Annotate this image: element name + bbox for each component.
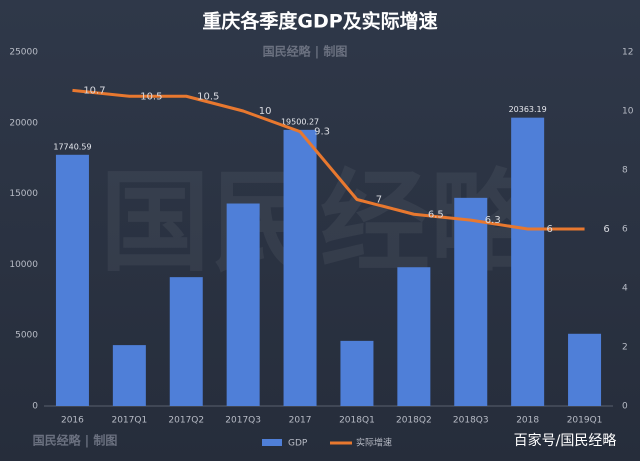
watermark: 国民经略 | 制图 <box>33 433 118 448</box>
data-label: 10.7 <box>83 85 105 96</box>
y2-tick-label: 8 <box>622 166 628 176</box>
data-label: 19500.27 <box>281 117 319 126</box>
x-tick-label: 2017Q2 <box>168 416 204 426</box>
data-label: 6.3 <box>485 215 501 226</box>
y2-tick-label: 0 <box>622 402 628 412</box>
y-tick-label: 0 <box>32 402 38 412</box>
bar <box>511 117 545 406</box>
bar <box>568 333 602 406</box>
bar <box>112 345 146 406</box>
y-tick-label: 20000 <box>9 118 38 128</box>
bar <box>340 340 374 406</box>
x-tick-label: 2019Q1 <box>567 416 603 426</box>
x-tick-label: 2018Q2 <box>396 416 432 426</box>
y-tick-label: 15000 <box>9 189 38 199</box>
watermark: 国民经略 | 制图 <box>263 44 348 59</box>
y2-tick-label: 10 <box>622 107 634 117</box>
y-tick-label: 25000 <box>9 48 38 58</box>
x-tick-label: 2018Q1 <box>339 416 375 426</box>
bar <box>169 277 203 406</box>
chart-title: 重庆各季度GDP及实际增速 <box>202 10 437 33</box>
y2-tick-label: 12 <box>622 48 633 58</box>
bar <box>397 267 431 406</box>
source: 百家号/国民经略 <box>514 432 617 449</box>
x-tick-label: 2016 <box>61 416 84 426</box>
data-label: 10 <box>259 106 272 117</box>
x-tick-label: 2018Q3 <box>453 416 489 426</box>
data-label: 6 <box>546 224 552 235</box>
data-label: 6 <box>603 224 609 235</box>
data-label: 6.5 <box>428 209 444 220</box>
data-label: 9.3 <box>314 127 330 138</box>
data-label: 17740.59 <box>53 142 91 151</box>
data-label: 10.5 <box>140 91 162 102</box>
data-label: 20363.19 <box>509 105 547 114</box>
data-label: 10.5 <box>197 91 219 102</box>
y2-tick-label: 6 <box>622 225 628 235</box>
y-tick-label: 10000 <box>9 260 38 270</box>
line <box>72 88 585 231</box>
legend-swatch <box>262 439 282 446</box>
bar <box>454 197 488 406</box>
bar <box>226 203 260 406</box>
y-tick-label: 5000 <box>15 331 38 341</box>
legend-label: 实际增速 <box>356 437 392 449</box>
legend-label: GDP <box>288 439 308 449</box>
x-tick-label: 2018 <box>516 416 539 426</box>
x-tick-label: 2017Q3 <box>225 416 261 426</box>
x-tick-label: 2017 <box>289 416 312 426</box>
y2-tick-label: 4 <box>622 284 628 294</box>
data-label: 7 <box>376 195 382 206</box>
bar <box>55 154 89 406</box>
bar <box>283 129 317 407</box>
x-tick-label: 2017Q1 <box>111 416 147 426</box>
y2-tick-label: 2 <box>622 343 628 353</box>
